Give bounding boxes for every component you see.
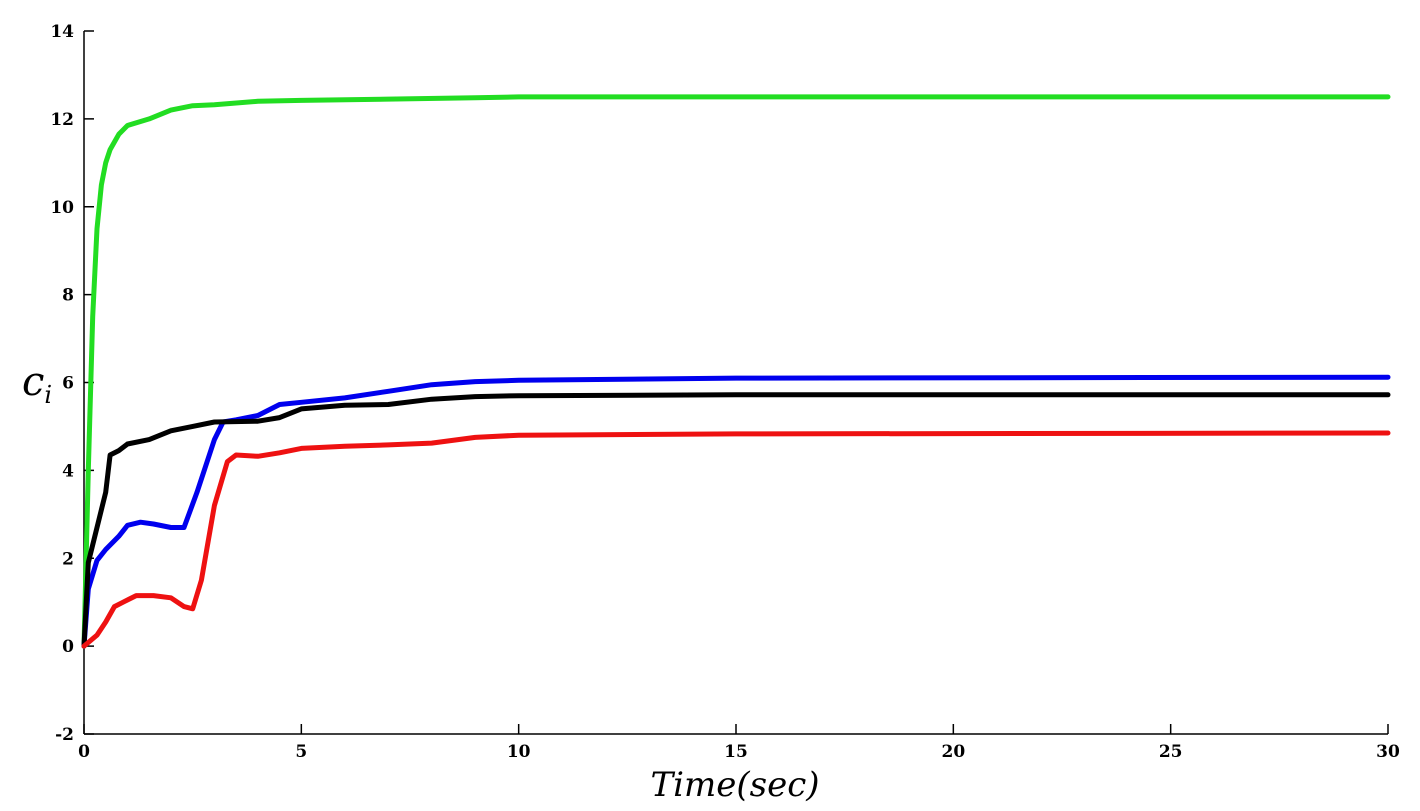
y-axis-label: ci: [22, 359, 52, 409]
series-line-1: [81, 94, 1391, 649]
y-tick-label: 2: [62, 549, 74, 569]
y-axis-label-main: c: [22, 359, 44, 405]
x-tick-label: 20: [941, 742, 965, 762]
y-tick-label: 10: [50, 198, 74, 218]
x-tick-label: 30: [1376, 742, 1400, 762]
y-tick-label: 8: [62, 286, 74, 306]
x-tick-label: 25: [1159, 742, 1183, 762]
y-tick-label: 12: [50, 110, 74, 130]
axes: [83, 31, 1388, 735]
y-tick-label: 0: [62, 637, 74, 657]
y-tick-label: -2: [55, 725, 74, 745]
x-tick-label: 15: [724, 742, 748, 762]
series-line-3: [81, 392, 1391, 649]
plot-area: [81, 94, 1391, 649]
x-tick-label: 10: [507, 742, 531, 762]
series-line-4: [81, 430, 1391, 649]
x-tick-label: 5: [295, 742, 307, 762]
y-tick-label: 6: [62, 374, 74, 394]
y-axis-label-subscript: i: [44, 381, 52, 409]
x-axis-label: Time(sec): [650, 765, 819, 805]
x-tick-label: 0: [78, 742, 90, 762]
y-tick-label: 14: [50, 22, 74, 42]
series-line-2: [81, 374, 1391, 649]
y-tick-label: 4: [62, 461, 74, 481]
